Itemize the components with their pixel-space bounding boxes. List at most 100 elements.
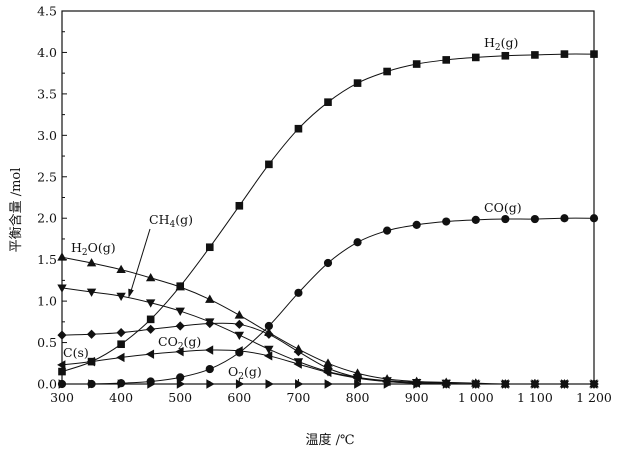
ch4-g-point	[264, 345, 274, 355]
h2o-g-point	[234, 310, 245, 319]
co2-g-point	[175, 346, 184, 357]
o2-g-point	[235, 379, 245, 389]
h2-g-point	[353, 79, 362, 87]
co-g-point	[205, 364, 214, 374]
c-s-point	[175, 321, 185, 331]
y-tick-label: 4.0	[37, 45, 57, 60]
o2-g-point	[472, 379, 481, 389]
o2-g-point	[442, 379, 452, 389]
h2-g-point	[205, 243, 214, 252]
x-tick-label: 900	[405, 390, 429, 405]
x-tick-label: 800	[346, 390, 370, 405]
h2-g-point	[117, 340, 125, 349]
y-tick-label: 2.5	[37, 169, 57, 184]
y-axis-title: 平衡含量 /mol	[8, 168, 24, 253]
co2-g-point	[86, 356, 95, 367]
o2-g-point	[413, 379, 422, 389]
markers	[57, 50, 599, 389]
h2-g-point	[412, 60, 421, 68]
y-tick-label: 1.5	[37, 252, 57, 267]
x-tick-label: 600	[227, 390, 251, 405]
y-tick-label: 3.5	[37, 86, 57, 101]
ch4-g-point	[145, 299, 156, 308]
label-h2-g: H2(g)	[484, 35, 518, 53]
co2-g-point	[116, 352, 125, 363]
y-tick-label: 2.0	[37, 211, 57, 226]
co-g-point	[294, 288, 303, 297]
label-h2o-g: H2O(g)	[71, 240, 116, 258]
h2-g-point	[531, 51, 539, 59]
ch4-g-point	[234, 331, 245, 340]
y-tick-label: 1.0	[37, 294, 57, 309]
ch4-g-point	[175, 307, 185, 316]
x-tick-label: 1 200	[576, 390, 612, 405]
co-g-point	[530, 214, 539, 224]
x-tick-label: 1 100	[517, 390, 553, 405]
co2-g-point	[234, 346, 243, 356]
h2o-g-point	[175, 282, 185, 291]
c-s-point	[205, 318, 215, 329]
x-axis-title: 温度 /℃	[305, 432, 354, 448]
ch4-g-point	[116, 292, 126, 302]
co2-g-point	[57, 360, 66, 370]
h2-g-point	[501, 51, 510, 60]
h2o-g-point	[57, 252, 67, 261]
h2-g-point	[324, 98, 332, 106]
h2o-g-point	[116, 264, 126, 274]
co2-g-point	[352, 373, 361, 383]
co-g-point	[323, 258, 333, 268]
co2-g-point	[293, 359, 302, 369]
o2-g-point	[501, 379, 511, 389]
o2-g-point	[561, 379, 570, 389]
o2-g-point	[58, 379, 67, 389]
o2-g-point	[295, 379, 304, 389]
co-g-point	[412, 220, 421, 229]
ch4-g-point	[86, 288, 97, 297]
o2-g-point	[117, 379, 127, 389]
o2-g-point	[383, 379, 393, 389]
o2-g-point	[590, 379, 599, 389]
x-tick-label: 700	[287, 390, 311, 405]
o2-g-point	[531, 379, 540, 389]
x-tick-label: 1 000	[458, 390, 494, 405]
c-s-point	[116, 328, 126, 338]
h2o-g-point	[323, 358, 333, 367]
co2-g-point	[145, 349, 155, 359]
c-s-point	[57, 330, 67, 340]
h2-g-point	[383, 67, 391, 76]
co-g-point	[589, 214, 599, 223]
y-tick-label: 0.5	[37, 335, 57, 350]
co2-g-point	[323, 367, 332, 378]
co-g-point	[442, 217, 451, 226]
y-tick-label: 0.0	[37, 377, 57, 392]
h2-g-point	[146, 315, 155, 324]
c-s-point	[86, 329, 97, 339]
x-tick-label: 400	[109, 390, 133, 405]
co-g-point	[471, 215, 480, 224]
h2-g-point	[58, 367, 66, 376]
label-c-s: C(s)	[63, 345, 89, 360]
c-s-point	[293, 347, 304, 357]
o2-g-point	[206, 379, 215, 389]
x-tick-label: 300	[50, 390, 74, 405]
y-tick-label: 4.5	[37, 4, 57, 19]
label-o2-g: O2(g)	[228, 364, 262, 382]
h2-g-point	[560, 50, 569, 58]
ch4-pointer-arrowhead	[128, 288, 134, 298]
o2-g-point	[176, 379, 186, 389]
co-g-point	[176, 373, 185, 382]
co-g-point	[353, 238, 362, 247]
h2-g-point	[442, 56, 451, 64]
o2-g-point	[324, 379, 333, 389]
o2-g-point	[265, 379, 274, 389]
h2-g-point	[235, 201, 244, 210]
c-s-point	[264, 329, 274, 339]
label-ch4-g: CH4(g)	[149, 212, 193, 230]
h2-g-point	[265, 160, 273, 169]
label-co-g: CO(g)	[484, 200, 522, 215]
o2-g-point	[88, 379, 97, 389]
o2-g-point	[147, 379, 156, 389]
y-tick-label: 3.0	[37, 128, 57, 143]
co2-g-point	[204, 345, 214, 355]
co-g-point	[501, 214, 510, 224]
